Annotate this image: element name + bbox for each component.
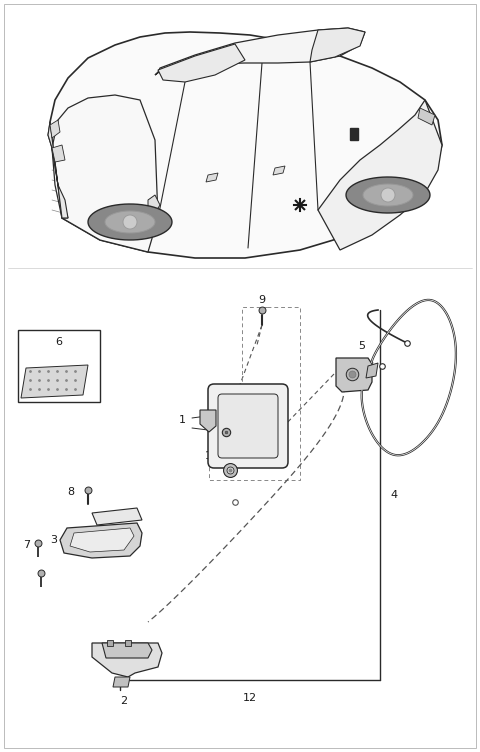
- Polygon shape: [52, 145, 65, 162]
- Polygon shape: [92, 508, 142, 525]
- Circle shape: [123, 215, 137, 229]
- Polygon shape: [48, 122, 68, 218]
- Text: 2: 2: [120, 696, 128, 706]
- Text: 9: 9: [258, 295, 265, 305]
- Polygon shape: [318, 100, 442, 250]
- Text: 5: 5: [359, 341, 365, 351]
- Text: 1: 1: [179, 415, 186, 425]
- Polygon shape: [52, 95, 158, 252]
- Bar: [350, 128, 358, 140]
- Polygon shape: [155, 28, 365, 75]
- FancyBboxPatch shape: [218, 394, 278, 458]
- Polygon shape: [363, 184, 413, 206]
- Polygon shape: [60, 523, 142, 558]
- Bar: [18, 330, 100, 402]
- Text: 3: 3: [50, 535, 58, 545]
- Polygon shape: [92, 643, 162, 677]
- Polygon shape: [158, 44, 245, 82]
- Text: 12: 12: [243, 693, 257, 703]
- Polygon shape: [310, 28, 365, 62]
- Polygon shape: [148, 195, 160, 213]
- Polygon shape: [346, 177, 430, 213]
- Text: 10: 10: [205, 451, 219, 461]
- Text: 8: 8: [67, 487, 74, 497]
- Text: 4: 4: [390, 490, 397, 500]
- Polygon shape: [88, 204, 172, 240]
- Text: 11: 11: [248, 432, 261, 442]
- Polygon shape: [48, 122, 68, 218]
- Polygon shape: [50, 32, 442, 258]
- Polygon shape: [336, 358, 372, 392]
- Polygon shape: [418, 108, 435, 125]
- FancyBboxPatch shape: [208, 384, 288, 468]
- Polygon shape: [206, 173, 218, 182]
- Polygon shape: [200, 410, 216, 432]
- Polygon shape: [21, 365, 88, 398]
- Polygon shape: [70, 528, 134, 552]
- Text: 7: 7: [23, 540, 30, 550]
- Polygon shape: [50, 120, 60, 138]
- Polygon shape: [102, 643, 152, 658]
- Polygon shape: [366, 363, 378, 378]
- Text: 6: 6: [56, 337, 62, 347]
- Polygon shape: [113, 677, 130, 687]
- Polygon shape: [105, 211, 155, 233]
- Circle shape: [381, 188, 395, 202]
- Polygon shape: [273, 166, 285, 175]
